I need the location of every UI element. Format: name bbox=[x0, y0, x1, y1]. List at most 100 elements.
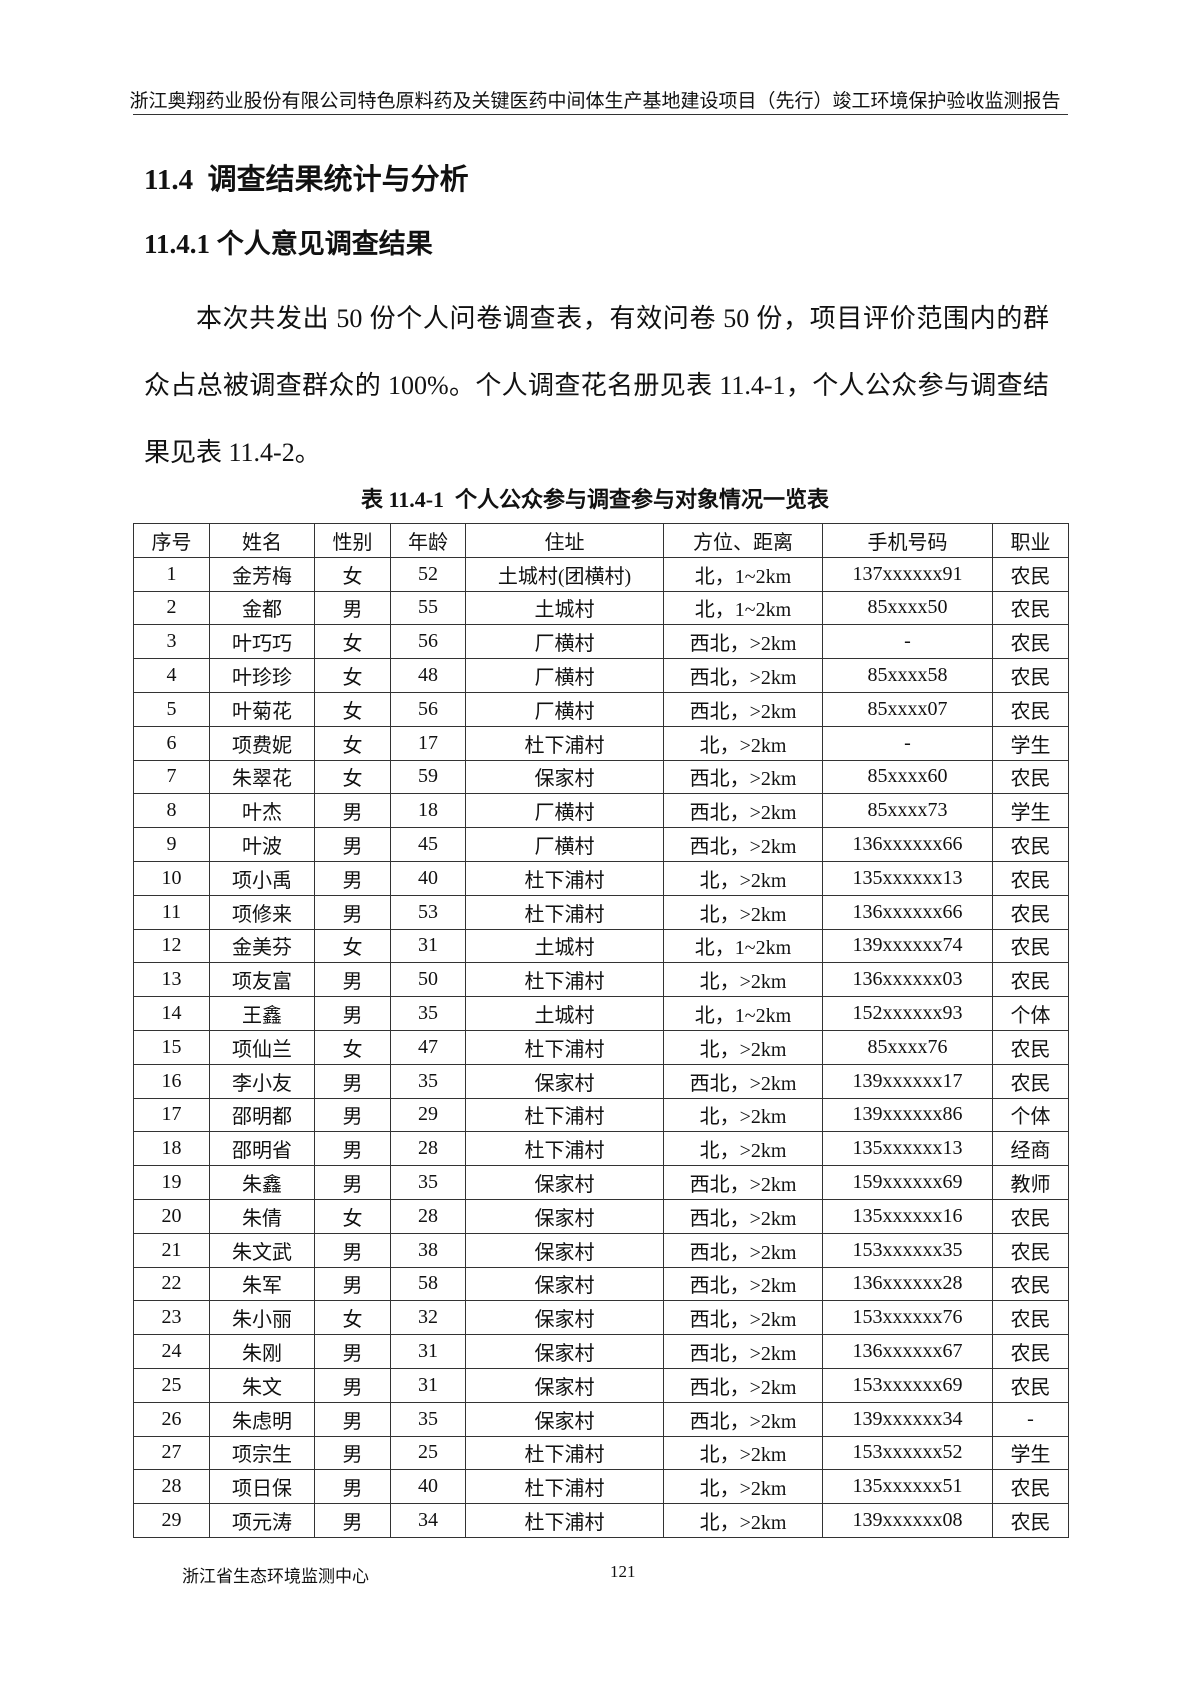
table-cell: 保家村 bbox=[465, 1198, 664, 1234]
table-cell: 139xxxxxx74 bbox=[822, 928, 993, 964]
running-header: 浙江奥翔药业股份有限公司特色原料药及关键医药中间体生产基地建设项目（先行）竣工环… bbox=[129, 91, 1061, 112]
table-cell: 西北，>2km bbox=[663, 1300, 823, 1336]
table-cell: 农民 bbox=[992, 1300, 1069, 1336]
table-cell: 137xxxxxx91 bbox=[822, 556, 993, 592]
table-cell: 土城村(团横村) bbox=[465, 556, 664, 592]
table-cell: 53 bbox=[390, 894, 466, 930]
table-cell: 10 bbox=[133, 860, 210, 896]
table-cell: 男 bbox=[314, 1503, 391, 1538]
table-cell: 45 bbox=[390, 827, 466, 862]
table-cell: 85xxxx50 bbox=[822, 590, 993, 626]
table-cell: 5 bbox=[133, 691, 210, 727]
table-cell: 女 bbox=[314, 624, 391, 660]
table-cell: 农民 bbox=[992, 1029, 1069, 1065]
table-cell: 50 bbox=[390, 962, 466, 998]
table-cell: 叶杰 bbox=[209, 793, 315, 829]
table-cell: 4 bbox=[133, 658, 210, 693]
table-cell: 北，1~2km bbox=[663, 556, 823, 592]
table-cell: 农民 bbox=[992, 624, 1069, 660]
table-cell: 农民 bbox=[992, 1063, 1069, 1099]
table-cell: 朱倩 bbox=[209, 1198, 315, 1234]
table-row: 27 项宗生男 25 杜下浦村 北，>2km 153xxxxxx52 学生 bbox=[133, 1435, 1069, 1471]
table-cell: 北，>2km bbox=[663, 860, 823, 896]
table-cell: 朱小丽 bbox=[209, 1300, 315, 1336]
table-cell: 24 bbox=[133, 1334, 210, 1369]
table-cell: 厂横村 bbox=[465, 658, 664, 693]
table-cell: 农民 bbox=[992, 860, 1069, 896]
table-cell: 北，>2km bbox=[663, 725, 823, 761]
table-row: 2 金都男 55 土城村 北，1~2km 85xxxx50 农民 bbox=[133, 590, 1069, 626]
table-cell: 北，>2km bbox=[663, 1503, 823, 1538]
table-cell: 杜下浦村 bbox=[465, 1469, 664, 1505]
table-cell: 西北，>2km bbox=[663, 1401, 823, 1437]
table-cell: 男 bbox=[314, 827, 391, 862]
table-cell: 农民 bbox=[992, 590, 1069, 626]
table-cell: 女 bbox=[314, 725, 391, 761]
table-cell: 金美芬 bbox=[209, 928, 315, 964]
table-cell: 31 bbox=[390, 1334, 466, 1369]
table-cell: 农民 bbox=[992, 556, 1069, 592]
table-cell: 农民 bbox=[992, 1469, 1069, 1505]
table-cell: 56 bbox=[390, 624, 466, 660]
table-cell: 3 bbox=[133, 624, 210, 660]
table-cell: 厂横村 bbox=[465, 691, 664, 727]
table-cell: 38 bbox=[390, 1232, 466, 1268]
table-row: 10 项小禹男 40 杜下浦村 北，>2km 135xxxxxx13 农民 bbox=[133, 860, 1069, 896]
table-cell: 女 bbox=[314, 556, 391, 592]
table-caption: 表 11.4-1 个人公众参与调查参与对象情况一览表 bbox=[360, 487, 830, 512]
table-cell: 女 bbox=[314, 1300, 391, 1336]
table-row: 4 叶珍珍女 48 厂横村 西北，>2km 85xxxx58 农民 bbox=[133, 658, 1069, 693]
table-cell: 个体 bbox=[992, 996, 1069, 1031]
table-cell: 北，>2km bbox=[663, 1131, 823, 1167]
table-cell: 农民 bbox=[992, 928, 1069, 964]
table-cell: 22 bbox=[133, 1266, 210, 1302]
table-cell: - bbox=[992, 1401, 1069, 1437]
table-row: 16 李小友男 35 保家村 西北，>2km 139xxxxxx17 农民 bbox=[133, 1063, 1069, 1099]
table-row: 19 朱鑫男 35 保家村 西北，>2km 159xxxxxx69 教师 bbox=[133, 1165, 1069, 1200]
table-row: 15 项仙兰女 47 杜下浦村 北，>2km 85xxxx76 农民 bbox=[133, 1029, 1069, 1065]
table-cell: 35 bbox=[390, 1063, 466, 1099]
table-cell: 女 bbox=[314, 928, 391, 964]
table-row: 21 朱文武男 38 保家村 西北，>2km 153xxxxxx35 农民 bbox=[133, 1232, 1069, 1268]
table-cell: 28 bbox=[390, 1131, 466, 1167]
table-row: 23 朱小丽女 32 保家村 西北，>2km 153xxxxxx76 农民 bbox=[133, 1300, 1069, 1336]
table-cell: 26 bbox=[133, 1401, 210, 1437]
table-cell: 保家村 bbox=[465, 1266, 664, 1302]
table-cell: 8 bbox=[133, 793, 210, 829]
table-cell: 153xxxxxx76 bbox=[822, 1300, 993, 1336]
column-header: 性别 bbox=[314, 523, 391, 558]
table-cell: 1 bbox=[133, 556, 210, 592]
table-cell: 男 bbox=[314, 1435, 391, 1471]
table-cell: 52 bbox=[390, 556, 466, 592]
table-cell: 19 bbox=[133, 1165, 210, 1200]
table-cell: 139xxxxxx86 bbox=[822, 1097, 993, 1133]
table-cell: 朱虑明 bbox=[209, 1401, 315, 1437]
table-cell: 47 bbox=[390, 1029, 466, 1065]
table-cell: 男 bbox=[314, 962, 391, 998]
table-cell: 农民 bbox=[992, 1198, 1069, 1234]
table-cell: 25 bbox=[133, 1367, 210, 1403]
table-cell: 17 bbox=[133, 1097, 210, 1133]
table-cell: 35 bbox=[390, 1401, 466, 1437]
table-cell: 136xxxxxx66 bbox=[822, 894, 993, 930]
table-cell: 学生 bbox=[992, 1435, 1069, 1471]
page-number: 121 bbox=[610, 1562, 636, 1581]
table-cell: 项小禹 bbox=[209, 860, 315, 896]
table-cell: 李小友 bbox=[209, 1063, 315, 1099]
table-cell: 20 bbox=[133, 1198, 210, 1234]
table-cell: 保家村 bbox=[465, 1300, 664, 1336]
table-row: 12 金美芬女 31 土城村 北，1~2km 139xxxxxx74 农民 bbox=[133, 928, 1069, 964]
table-cell: 杜下浦村 bbox=[465, 1131, 664, 1167]
table-cell: 朱鑫 bbox=[209, 1165, 315, 1200]
table-cell: 85xxxx07 bbox=[822, 691, 993, 727]
table-cell: 男 bbox=[314, 793, 391, 829]
table-row: 17 邵明都男 29 杜下浦村 北，>2km 139xxxxxx86 个体 bbox=[133, 1097, 1069, 1133]
table-cell: 西北，>2km bbox=[663, 624, 823, 660]
table-cell: 男 bbox=[314, 1097, 391, 1133]
table-cell: 邵明都 bbox=[209, 1097, 315, 1133]
table-cell: 28 bbox=[133, 1469, 210, 1505]
table-cell: 西北，>2km bbox=[663, 1063, 823, 1099]
table-cell: 朱军 bbox=[209, 1266, 315, 1302]
table-cell: 杜下浦村 bbox=[465, 1029, 664, 1065]
table-cell: 杜下浦村 bbox=[465, 1097, 664, 1133]
